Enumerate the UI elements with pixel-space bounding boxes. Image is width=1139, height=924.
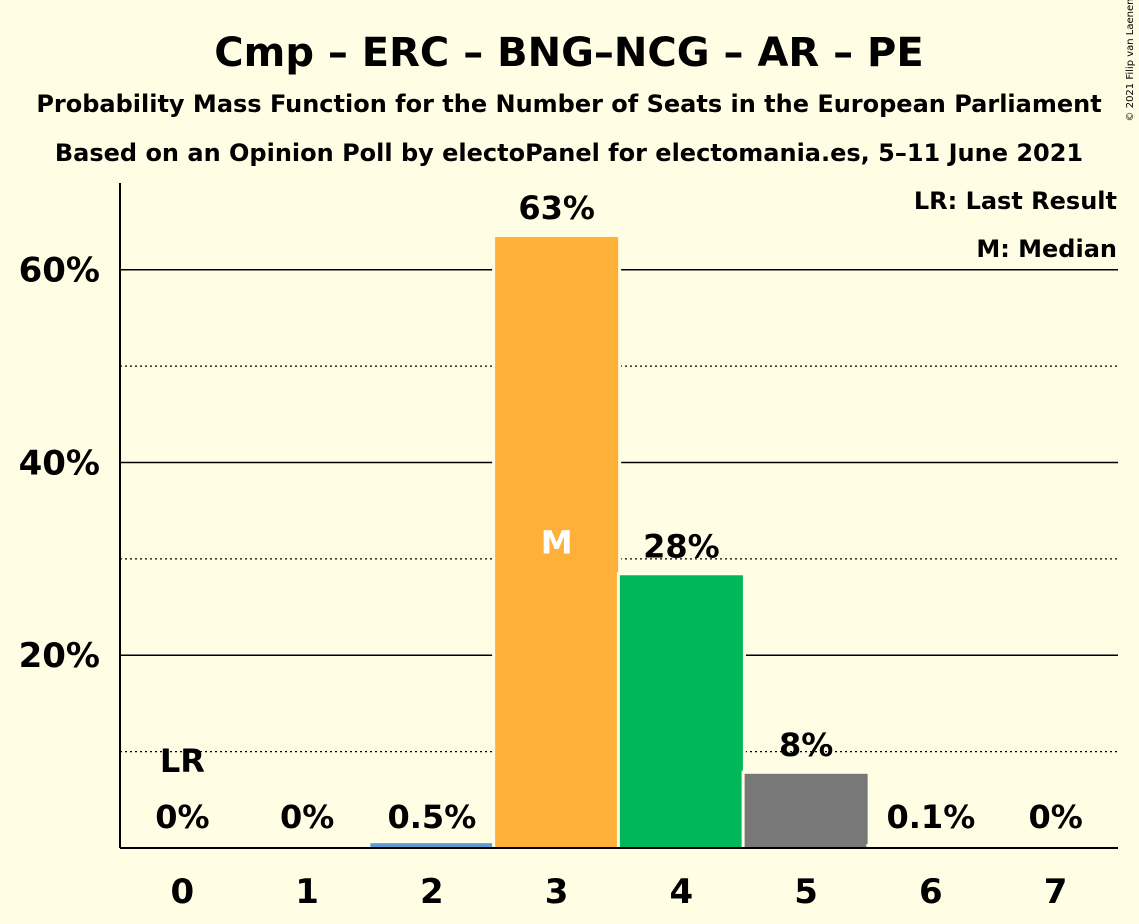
value-label: 8% xyxy=(779,726,833,764)
chart-subtitle-1: Probability Mass Function for the Number… xyxy=(36,90,1101,118)
chart-title: Cmp – ERC – BNG–NCG – AR – PE xyxy=(214,30,923,76)
x-tick-label: 4 xyxy=(670,872,694,912)
copyright-notice: © 2021 Filip van Laenen xyxy=(1125,0,1136,121)
x-tick-label: 0 xyxy=(171,872,195,912)
x-tick-label: 3 xyxy=(545,872,569,912)
y-tick-label: 60% xyxy=(19,251,100,291)
x-tick-label: 7 xyxy=(1044,872,1068,912)
median-marker: M xyxy=(541,523,573,561)
value-label: 0.5% xyxy=(388,798,477,836)
x-tick-label: 2 xyxy=(420,872,444,912)
value-label: 0% xyxy=(155,798,209,836)
y-tick-label: 40% xyxy=(19,443,100,483)
value-label: 0.1% xyxy=(887,798,976,836)
value-label: 0% xyxy=(280,798,334,836)
chart-subtitle-2: Based on an Opinion Poll by electoPanel … xyxy=(55,139,1083,167)
last-result-marker: LR xyxy=(160,742,205,780)
legend-last-result: LR: Last Result xyxy=(914,187,1117,215)
value-label: 28% xyxy=(643,527,720,565)
bar-seats-5 xyxy=(745,774,868,848)
legend-median: M: Median xyxy=(976,235,1117,263)
x-tick-label: 5 xyxy=(794,872,818,912)
y-tick-label: 20% xyxy=(19,636,100,676)
value-label: 63% xyxy=(518,189,595,227)
bar-seats-4 xyxy=(620,575,743,848)
value-label: 0% xyxy=(1028,798,1082,836)
x-tick-label: 1 xyxy=(295,872,319,912)
x-tick-label: 6 xyxy=(919,872,943,912)
